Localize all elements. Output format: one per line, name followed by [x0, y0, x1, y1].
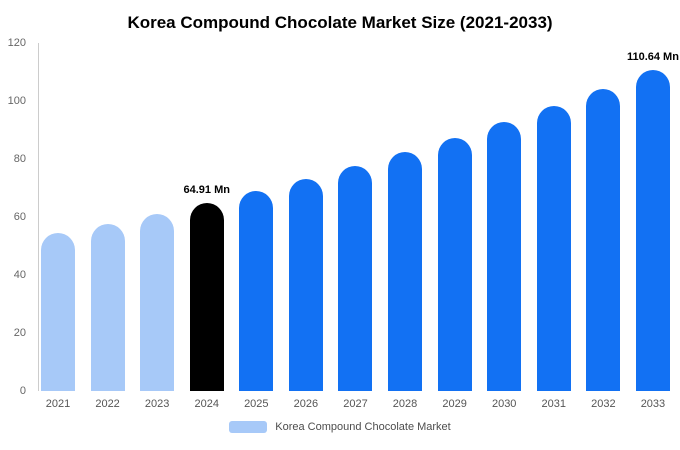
- y-axis: 0 20 40 60 80 100 120: [2, 37, 32, 397]
- chart-title: Korea Compound Chocolate Market Size (20…: [127, 13, 553, 32]
- y-axis-tick-label: 100: [7, 95, 26, 107]
- bar-column: 110.64 Mn 2033: [627, 43, 679, 415]
- bar-column: 64.91 Mn 2024: [184, 43, 230, 415]
- x-axis-label: 2033: [640, 398, 666, 410]
- x-axis-label: 2028: [392, 398, 418, 410]
- x-axis-label: 2026: [293, 398, 319, 410]
- bar-2031[interactable]: [536, 106, 571, 391]
- y-axis-line: [38, 43, 39, 391]
- x-axis-label: 2021: [45, 398, 71, 410]
- bar-column: 2028: [388, 43, 423, 415]
- bar-2023[interactable]: [140, 213, 175, 391]
- x-axis-label: 2024: [194, 398, 219, 410]
- y-axis-tick-label: 60: [13, 211, 26, 223]
- bar-column: 2025: [239, 43, 274, 415]
- x-axis-label: 2031: [541, 398, 567, 410]
- bar-value-label: 110.64 Mn: [626, 51, 679, 64]
- bars-row: 2021 2022 2023 64.91 Mn 2024 2025 2026 2027 2028…: [41, 43, 679, 415]
- x-axis-label: 2027: [343, 398, 368, 410]
- bar-column: 2031: [536, 43, 571, 415]
- bar-column: 2029: [437, 43, 472, 415]
- bar-2025[interactable]: [239, 191, 274, 391]
- bar-value-label: 64.91 Mn: [183, 183, 230, 196]
- bar-2028[interactable]: [388, 152, 423, 391]
- x-axis-label: 2022: [95, 398, 120, 410]
- bar-2021[interactable]: [41, 233, 75, 391]
- x-axis-label: 2032: [591, 398, 616, 410]
- legend: Korea Compound Chocolate Market: [0, 421, 680, 433]
- x-axis-label: 2023: [144, 398, 170, 410]
- bar-2022[interactable]: [90, 223, 125, 391]
- bar-column: 2032: [586, 43, 621, 415]
- bar-2029[interactable]: [437, 137, 472, 391]
- bar-column: 2021: [41, 43, 75, 415]
- bar-column: 2030: [487, 43, 522, 415]
- bar-column: 2027: [338, 43, 373, 415]
- y-axis-tick-label: 80: [13, 153, 26, 165]
- bar-column: 2022: [90, 43, 125, 415]
- x-axis-label: 2029: [442, 398, 467, 410]
- x-axis-label: 2025: [244, 398, 269, 410]
- legend-label: Korea Compound Chocolate Market: [275, 421, 451, 433]
- legend-swatch: [229, 421, 268, 433]
- y-axis-tick-label: 120: [7, 37, 26, 49]
- bar-2030[interactable]: [487, 122, 522, 391]
- y-axis-tick-label: 0: [19, 385, 26, 397]
- bar-2026[interactable]: [288, 179, 323, 391]
- y-axis-tick-label: 40: [13, 269, 26, 281]
- bar-column: 2023: [140, 43, 175, 415]
- y-axis-tick-label: 20: [13, 327, 26, 339]
- bar-2027[interactable]: [338, 166, 373, 391]
- bar-2024[interactable]: [189, 202, 224, 391]
- bar-2033[interactable]: [635, 70, 670, 391]
- bar-column: 2026: [288, 43, 323, 415]
- plot-area: 0 20 40 60 80 100 120 2021 2022 2023 64.91 Mn 2024…: [8, 37, 679, 415]
- x-axis-label: 2030: [491, 398, 517, 410]
- bar-2032[interactable]: [586, 88, 621, 391]
